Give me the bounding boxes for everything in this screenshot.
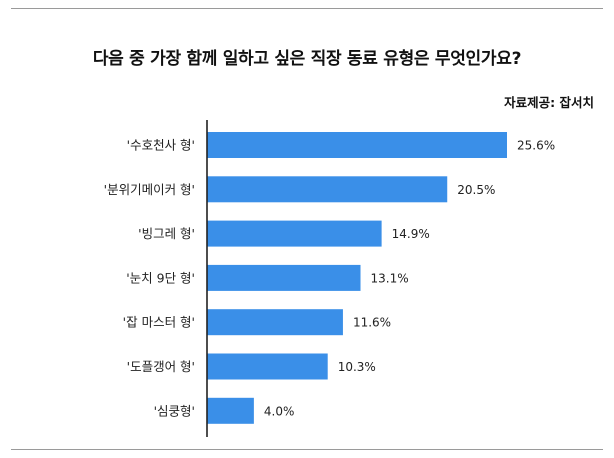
value-label-6: 4.0% [264,404,295,418]
value-label-0: 25.6% [517,139,555,153]
bar-3 [207,264,361,291]
bar-4 [207,309,343,336]
bar-1 [207,176,448,203]
category-label-4: '잡 마스터 형' [123,315,195,330]
top-rule [11,8,603,9]
value-label-2: 14.9% [392,227,430,241]
source-credit: 자료제공: 잡서치 [504,95,594,110]
value-label-1: 20.5% [457,183,495,197]
bar-2 [207,220,382,247]
category-label-6: '심쿵형' [154,403,195,418]
value-label-5: 10.3% [338,360,376,374]
category-label-1: '분위기메이커 형' [104,182,195,197]
value-label-4: 11.6% [353,316,391,330]
bottom-rule [11,449,603,450]
value-label-3: 13.1% [371,271,409,285]
bar-5 [207,353,328,380]
category-label-0: '수호천사 형' [127,138,195,153]
category-label-5: '도플갱어 형' [127,359,195,374]
category-label-2: '빙그레 형' [138,226,195,241]
category-label-3: '눈치 9단 형' [126,270,195,285]
bar-0 [207,132,507,158]
chart-title: 다음 중 가장 함께 일하고 싶은 직장 동료 유형은 무엇인가요? [92,49,522,69]
bar-6 [207,397,254,424]
